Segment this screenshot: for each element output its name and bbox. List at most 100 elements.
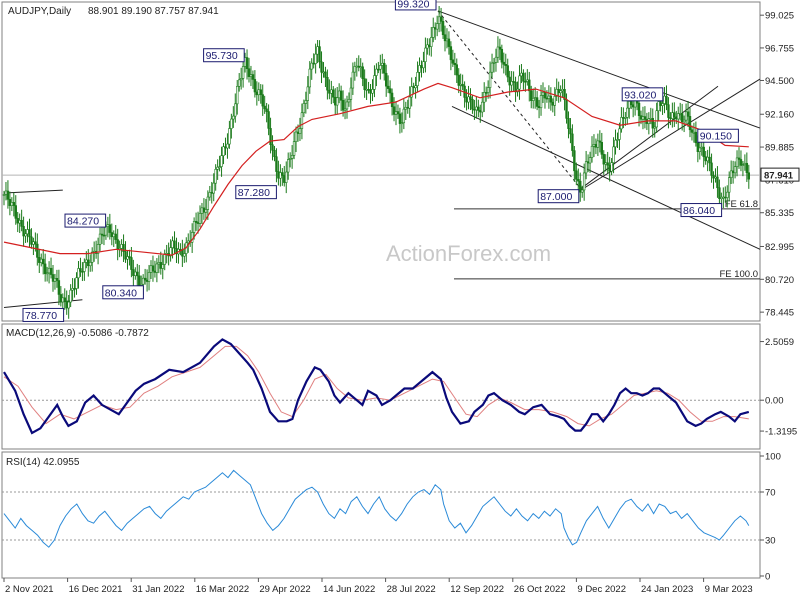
candle-body [61, 297, 65, 303]
candle-body [492, 61, 496, 64]
candle-body [686, 111, 690, 117]
x-tick-label: 28 Jul 2022 [387, 584, 436, 595]
candle-body [406, 106, 409, 109]
candle-body [236, 86, 239, 105]
candle-body [549, 95, 553, 103]
candle-body [561, 89, 564, 92]
candle-body [408, 96, 411, 109]
candle-body [708, 156, 711, 164]
candle-body [404, 106, 407, 110]
candle-body [569, 128, 572, 135]
candle-body [479, 110, 482, 113]
price-label: 86.040 [683, 205, 715, 217]
candle-body [332, 89, 335, 98]
rsi-layer [2, 469, 760, 548]
candle-body [102, 234, 106, 237]
x-axis: 2 Nov 2021 16 Dec 2021 31 Jan 2022 16 Mar 2… [3, 578, 753, 595]
candle-body [667, 104, 670, 118]
candle-body [386, 85, 390, 89]
candle-body [714, 176, 717, 179]
candle-body [273, 149, 276, 158]
candle-body [433, 27, 437, 30]
rsi-y-tick-label: 30 [765, 536, 776, 547]
candle-body [355, 65, 358, 68]
price-label-box [537, 189, 580, 204]
candle-body [30, 236, 33, 245]
candle-body [298, 128, 302, 134]
candle-body [324, 71, 327, 78]
candle-body [371, 89, 374, 94]
candle-body [288, 158, 292, 160]
candle-body [694, 131, 698, 144]
candle-body [202, 207, 206, 213]
price-y-tick-label: 78.445 [765, 308, 794, 319]
x-tick-label: 9 Dec 2022 [577, 584, 626, 595]
candle-body [285, 171, 288, 183]
candle-body [514, 81, 517, 93]
candle-body [55, 278, 59, 281]
candle-body [369, 89, 372, 94]
candle-body [10, 202, 14, 206]
candle-body [669, 117, 672, 119]
candle-body [441, 21, 445, 36]
candle-body [696, 142, 700, 152]
rsi-y-tick-label: 0 [765, 572, 770, 583]
candle-body [502, 61, 505, 65]
candle-body [85, 259, 88, 263]
candle-body [608, 164, 611, 172]
candle-body [402, 108, 406, 124]
candle-body [65, 300, 68, 309]
candle-body [43, 263, 47, 275]
candle-body [655, 110, 658, 128]
price-label-box [203, 48, 245, 63]
channel-lower-trendline [451, 105, 761, 250]
candle-body [641, 116, 645, 120]
candle-body [67, 301, 70, 309]
candle-body [710, 162, 713, 176]
candle-body [216, 166, 219, 170]
candle-body [47, 267, 51, 274]
candle-body [81, 271, 84, 273]
candle-body [41, 258, 45, 265]
candle-body [337, 90, 341, 99]
candle-body [14, 205, 17, 219]
candle-body [700, 146, 703, 149]
candle-body [437, 16, 441, 24]
candle-body [702, 146, 705, 158]
candle-body [494, 56, 498, 63]
candle-body [520, 72, 523, 77]
price-label: 78.770 [25, 310, 57, 322]
candle-body [563, 89, 566, 100]
candle-body [383, 62, 386, 74]
price-y-tick-label: 82.995 [765, 242, 794, 253]
last-price-tag [760, 167, 800, 182]
candle-body [173, 240, 176, 249]
candle-body [334, 96, 337, 106]
candle-body [134, 271, 137, 276]
candle-body [673, 112, 676, 118]
candle-body [430, 37, 433, 47]
channel-upper-trendline [437, 10, 761, 129]
candle-body [271, 144, 274, 151]
candle-body [126, 256, 129, 260]
candle-body [649, 118, 653, 120]
price-label-box [22, 307, 65, 322]
price-layer: FE 61.8 FE 100.0 99.320 95.730 87.280 84.270 8… [2, 0, 761, 322]
candle-body [484, 92, 488, 94]
candle-body [661, 103, 664, 106]
candle-body [312, 62, 315, 65]
price-label: 90.150 [700, 131, 732, 143]
candle-body [488, 71, 492, 88]
price-y-axis: 99.02596.75594.50092.16089.88587.61085.3… [760, 11, 800, 319]
candle-body [22, 226, 25, 237]
candle-body [330, 89, 333, 94]
candle-body [588, 157, 592, 164]
candle-body [453, 62, 456, 66]
candle-body [277, 171, 280, 179]
candle-body [294, 131, 298, 142]
candle-body [473, 108, 476, 111]
candle-body [706, 156, 709, 162]
candle-body [16, 218, 19, 224]
candle-body [153, 270, 157, 273]
candle-body [91, 251, 94, 263]
